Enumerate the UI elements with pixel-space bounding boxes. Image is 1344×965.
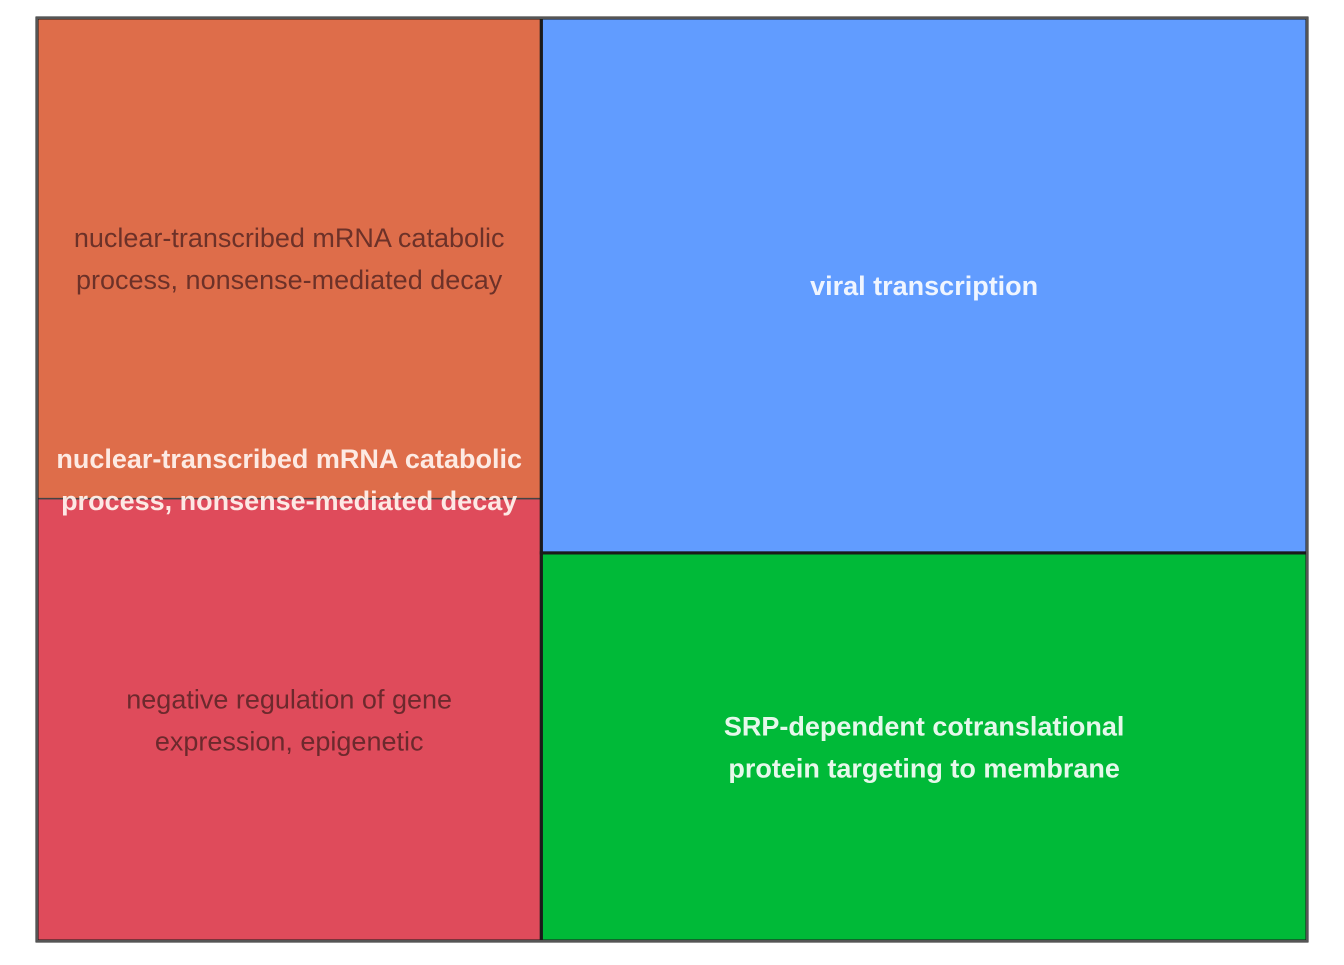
treemap-leaf-label: nuclear-transcribed mRNA catabolic proces… (74, 223, 505, 295)
leaf-label-layer: nuclear-transcribed mRNA catabolic proces… (74, 223, 505, 757)
treemap-leaf-label-line: nuclear-transcribed mRNA catabolic (74, 223, 505, 253)
treemap-group-label-line: viral transcription (810, 271, 1038, 301)
treemap-leaf-tile (540, 552, 1308, 942)
treemap-group-label: nuclear-transcribed mRNA catabolic proces… (56, 444, 522, 516)
treemap-leaf-label-line: expression, epigenetic (155, 726, 424, 756)
group-layer (35, 16, 1309, 943)
treemap-frame (36, 17, 1308, 942)
treemap-leaf-label-line: negative regulation of gene (126, 684, 452, 714)
treemap-group-label: SRP-dependent cotranslational protein tar… (724, 711, 1125, 783)
treemap-leaf-tile (36, 497, 543, 942)
leaf-layer (36, 17, 1308, 942)
treemap-group-label: viral transcription (810, 271, 1038, 301)
treemap-group-label-line: nuclear-transcribed mRNA catabolic (56, 444, 522, 474)
treemap-group-label-line: SRP-dependent cotranslational (724, 711, 1125, 741)
treemap-group-label-line: protein targeting to membrane (728, 753, 1120, 783)
treemap-group-label-line: process, nonsense-mediated decay (61, 486, 517, 516)
treemap-leaf-tile (36, 17, 543, 500)
group-label-layer: nuclear-transcribed mRNA catabolic proces… (56, 271, 1125, 783)
treemap-leaf-label: negative regulation of gene expression, e… (126, 684, 452, 756)
treemap-leaf-tile (540, 17, 1308, 554)
treemap-leaf-label-line: process, nonsense-mediated decay (76, 265, 503, 295)
